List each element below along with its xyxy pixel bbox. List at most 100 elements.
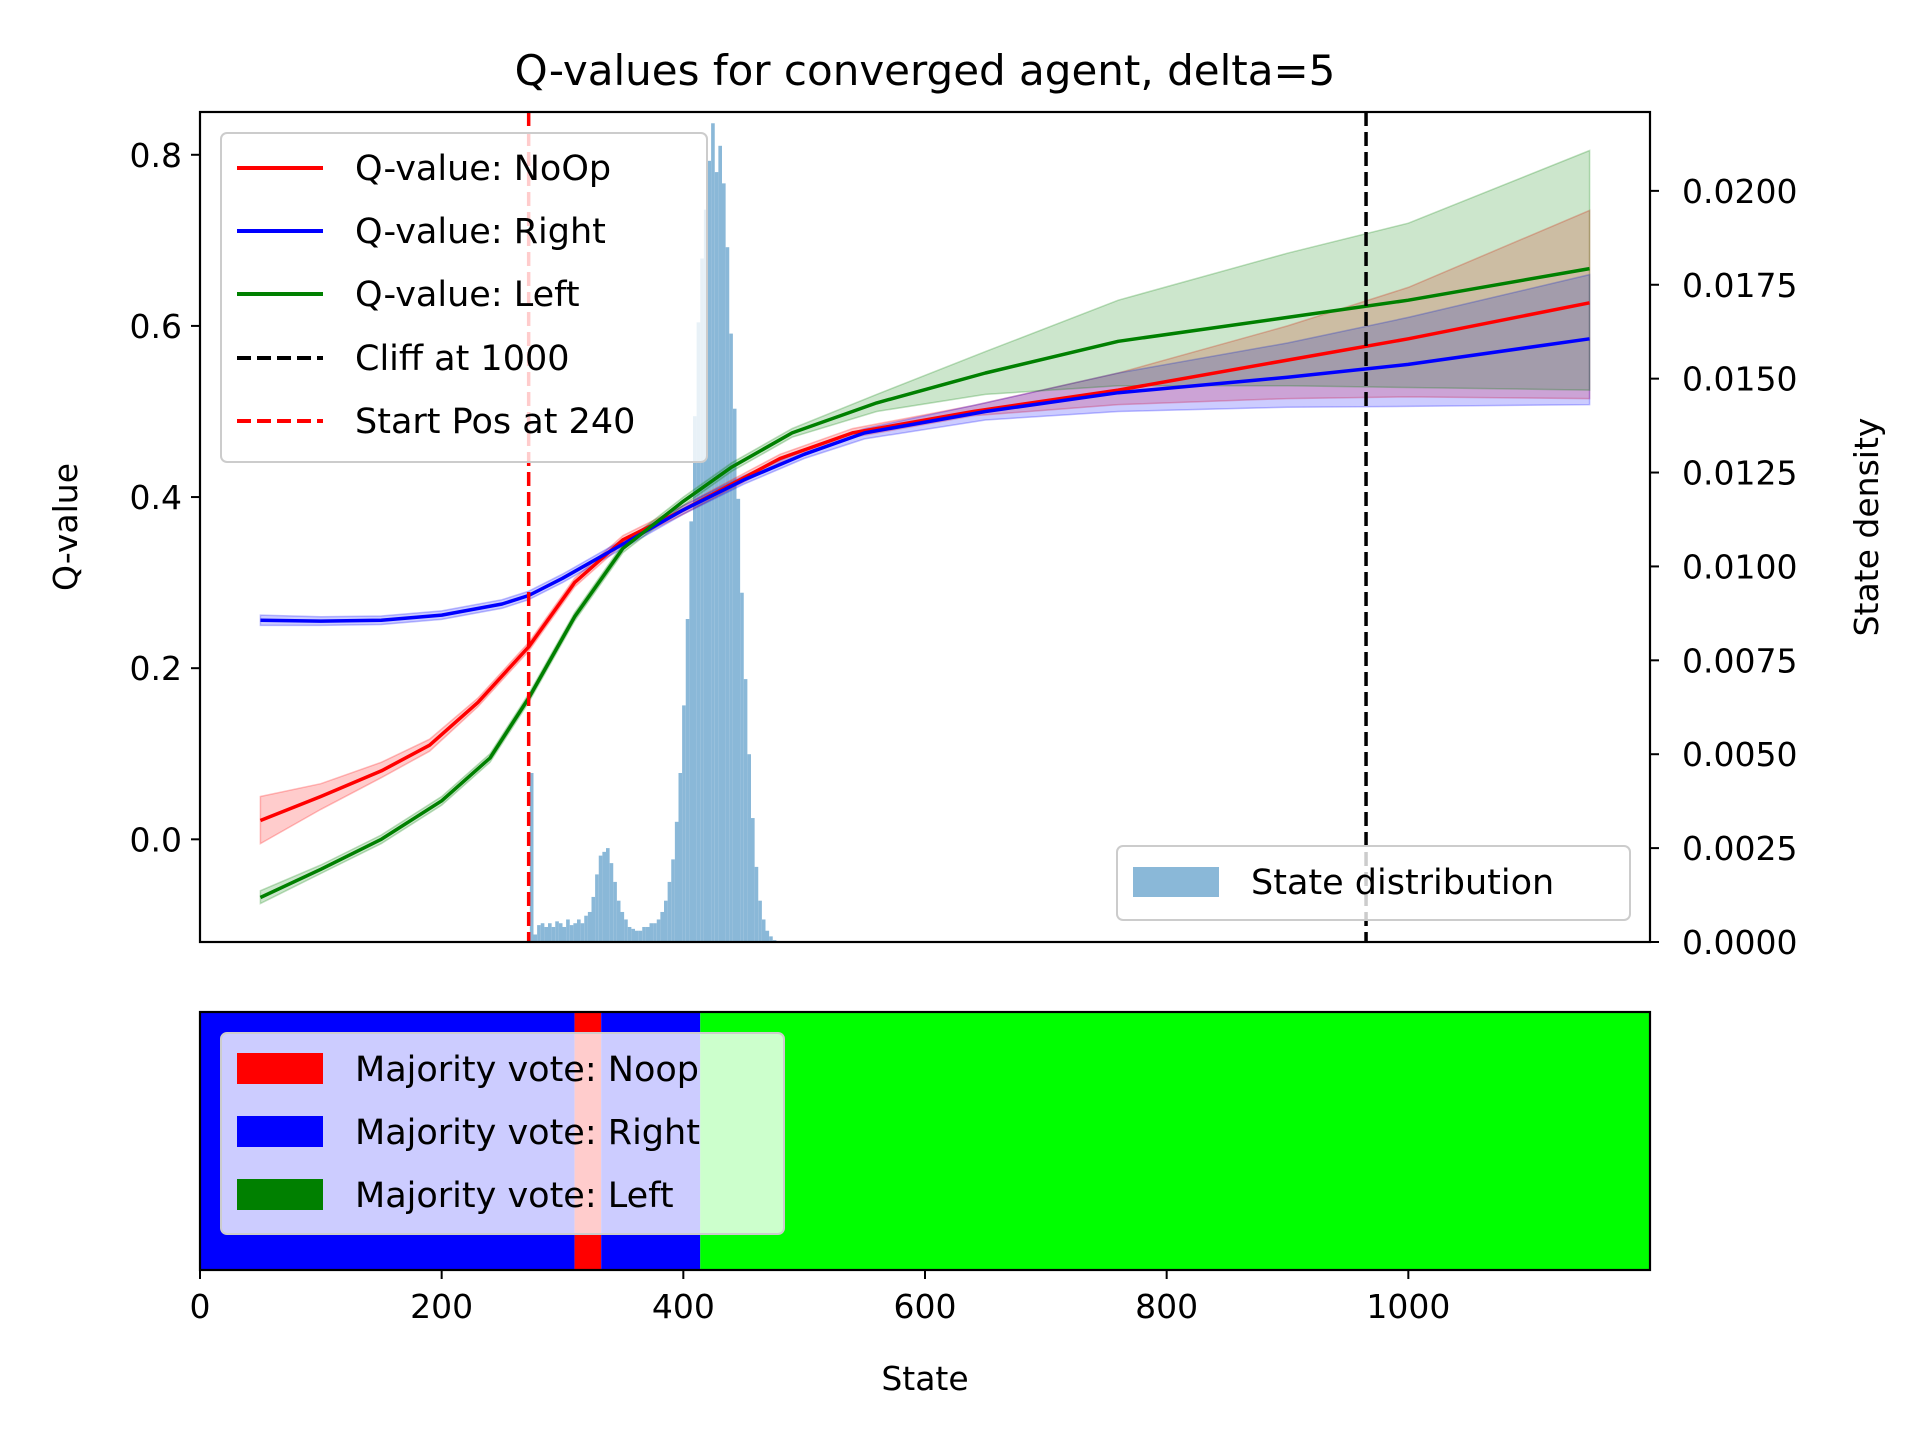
bottom-legend: Majority vote: Noop Majority vote: Right…: [220, 1032, 785, 1235]
y2-tick-label: 0.0075: [1682, 641, 1797, 680]
histogram-bar: [722, 183, 726, 942]
q-value-bands: [259, 149, 1591, 905]
histogram-bar: [544, 926, 548, 942]
top-legend: Q-value: NoOp Q-value: Right Q-value: Le…: [220, 132, 708, 463]
line-right: [260, 337, 1590, 623]
band-right: [259, 273, 1591, 627]
histogram-bar: [598, 855, 603, 942]
histogram-bar: [580, 923, 585, 942]
legend-label-vote-noop: Majority vote: Noop: [355, 1050, 699, 1090]
state-density-axis-ticks: 0.0000 0.0025 0.0050 0.0075 0.0100 0.0125 0.01…: [1650, 172, 1797, 962]
histogram-bar: [595, 874, 599, 942]
histogram-bar: [656, 919, 661, 942]
x-tick-label: 200: [410, 1287, 473, 1326]
line-left: [259, 266, 1590, 900]
histogram-bar: [587, 911, 592, 942]
histogram-bar: [685, 619, 690, 942]
x-tick-label: 400: [652, 1287, 715, 1326]
y2-axis-label: State density: [1847, 418, 1886, 637]
y2-tick-label: 0.0025: [1682, 829, 1797, 868]
x-tick-label: 0: [190, 1287, 211, 1326]
x-tick-label: 800: [1135, 1287, 1198, 1326]
histogram-bar: [671, 859, 675, 942]
histogram-bar: [769, 936, 773, 942]
y-tick-label: 0.0: [130, 820, 182, 859]
y2-tick-label: 0.0175: [1682, 266, 1797, 305]
histogram-bar: [689, 521, 693, 942]
histogram-bar: [573, 923, 577, 942]
histogram-bar: [529, 772, 534, 942]
histogram-bar: [707, 160, 712, 942]
histogram-bar: [562, 926, 567, 942]
legend-swatch-vote-noop: [237, 1053, 323, 1084]
y-tick-label: 0.2: [130, 649, 182, 688]
histogram-bar: [743, 679, 748, 942]
histogram-bar: [616, 900, 621, 942]
histogram-bar: [736, 498, 741, 942]
histogram-bar: [642, 926, 646, 942]
histogram-bar: [682, 705, 686, 942]
histogram-bar: [606, 848, 610, 942]
histogram-bar: [569, 925, 574, 942]
histogram-bar: [660, 911, 664, 942]
legend-label-vote-right: Majority vote: Right: [355, 1113, 700, 1153]
histogram-bar: [533, 934, 538, 942]
histogram-bar: [758, 900, 762, 942]
y2-tick-label: 0.0000: [1682, 923, 1797, 962]
legend-label-vote-left: Majority vote: Left: [355, 1176, 674, 1216]
histogram-bar: [761, 919, 766, 942]
histogram-bar: [645, 926, 650, 942]
histogram-legend-box: [1116, 845, 1631, 921]
histogram-bar: [627, 926, 632, 942]
histogram-bar: [566, 919, 570, 942]
histogram-bar: [602, 851, 606, 942]
legend-swatch-vote-right: [237, 1116, 323, 1147]
y-tick-label: 0.8: [130, 136, 182, 175]
histogram-bar: [674, 821, 679, 942]
histogram-bar: [711, 123, 715, 942]
y2-tick-label: 0.0150: [1682, 360, 1797, 399]
x-tick-label: 600: [894, 1287, 957, 1326]
y2-tick-label: 0.0125: [1682, 454, 1797, 493]
histogram-bar: [638, 930, 643, 942]
histogram-bar: [649, 923, 654, 942]
top-axes-frame: [198, 110, 1652, 944]
legend-label-right: Q-value: Right: [355, 212, 606, 252]
histogram-bar: [653, 923, 657, 942]
top-legend-box: [220, 132, 708, 463]
histogram-bar: [747, 754, 751, 942]
q-value-axis-ticks: 0.0 0.2 0.4 0.6 0.8: [130, 136, 200, 859]
histogram-bar: [703, 209, 708, 942]
marker-lines: [526, 112, 1368, 942]
legend-label-noop: Q-value: NoOp: [355, 149, 611, 189]
x-axis-label: State: [881, 1359, 968, 1398]
histogram-bar: [551, 926, 556, 942]
histogram-bar: [729, 333, 733, 942]
legend-label-left: Q-value: Left: [355, 275, 580, 315]
histogram-bar: [591, 896, 596, 942]
histogram-bar: [577, 919, 581, 942]
histogram-bar: [624, 919, 628, 942]
y-axis-label: Q-value: [46, 463, 85, 591]
histogram-bar: [558, 923, 563, 942]
histogram-bar: [740, 592, 744, 942]
histogram-legend: State distribution: [1116, 845, 1631, 921]
histogram-bar: [620, 911, 625, 942]
vote-segment-left: [700, 1012, 1650, 1270]
legend-label-start: Start Pos at 240: [355, 402, 635, 442]
y2-tick-label: 0.0050: [1682, 735, 1797, 774]
histogram-bar: [555, 921, 559, 942]
histogram-bar: [631, 928, 635, 942]
histogram-bar: [537, 925, 541, 942]
band-left: [259, 149, 1591, 905]
legend-swatch-vote-left: [237, 1179, 323, 1210]
histogram-bar: [725, 247, 730, 942]
histogram-bar: [664, 900, 668, 942]
histogram-bar: [693, 416, 697, 942]
histogram-bar: [765, 930, 770, 942]
legend-label-state-distribution: State distribution: [1251, 863, 1554, 903]
band-noop: [259, 209, 1591, 845]
histogram-bar: [609, 863, 614, 942]
histogram-bar: [700, 258, 704, 942]
